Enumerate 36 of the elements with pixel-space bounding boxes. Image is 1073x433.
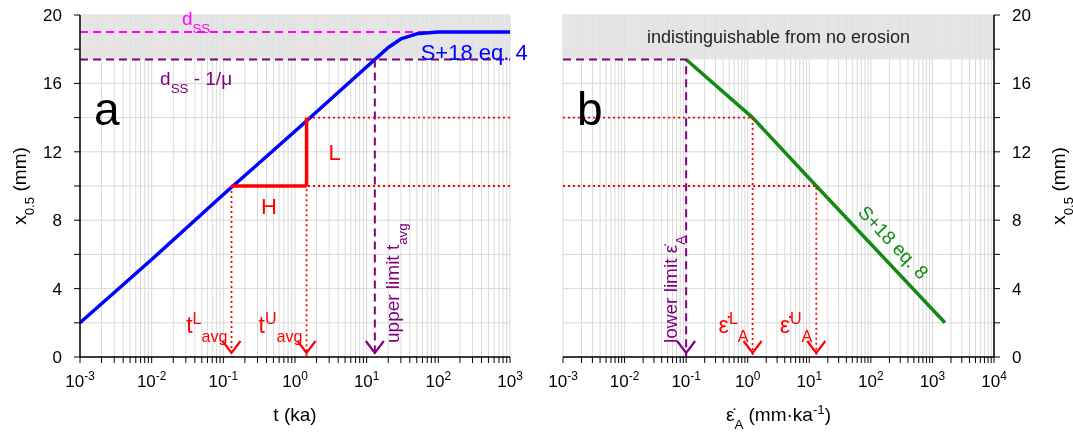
y-tick-label: 20 <box>43 6 62 25</box>
annotation: a <box>94 83 120 135</box>
series-label: H <box>261 194 277 219</box>
x-tick-label: 10$^{-3}$ <box>548 369 579 391</box>
x-tick-label: 10$^{1}$ <box>353 369 380 391</box>
x-tick-label: 10$^{-1}$ <box>671 369 702 391</box>
y2-tick-label: 16 <box>1012 74 1031 94</box>
series-label: S+18 eq. 4 <box>420 40 528 66</box>
x-axis-title: t (ka) <box>273 404 317 425</box>
x-tick-label: 10$^{-3}$ <box>65 369 96 391</box>
y2-tick-label: 20 <box>1012 6 1031 25</box>
ref-line-label: d$_{SS}$ - 1/μ <box>160 68 233 96</box>
y2-tick-label: 4 <box>1012 279 1022 299</box>
y-tick-label: 16 <box>43 74 62 94</box>
x-axis-title: ε̇$_{A}$ (mm·ka$^{-1}$) <box>725 401 832 432</box>
x-tick-label: 10$^{-2}$ <box>609 369 640 391</box>
y-tick-label: 12 <box>43 142 62 162</box>
x-tick-label: 10$^{2}$ <box>858 369 885 391</box>
x-tick-label: 10$^{1}$ <box>796 369 823 391</box>
x-tick-label: 10$^{3}$ <box>919 369 946 391</box>
y-tick-label: 8 <box>52 211 62 231</box>
y-tick-label: 4 <box>52 279 62 299</box>
annotation: b <box>577 83 603 135</box>
y2-tick-label: 0 <box>1012 348 1022 367</box>
y2-tick-label: 12 <box>1012 142 1031 162</box>
x-tick-label: 10$^{-1}$ <box>208 369 239 391</box>
series-label: L <box>328 139 341 165</box>
x-tick-label: 10$^{-2}$ <box>136 369 167 391</box>
x-tick-label: 10$^{4}$ <box>981 369 1008 391</box>
band-label: indistinguishable from no erosion <box>646 27 911 48</box>
x-tick-label: 10$^{2}$ <box>425 369 452 391</box>
x-tick-label: 10$^{3}$ <box>497 369 524 391</box>
x-tick-label: 10$^{0}$ <box>282 369 309 391</box>
y2-tick-label: 8 <box>1012 211 1022 231</box>
x-tick-label: 10$^{0}$ <box>734 369 761 391</box>
y-tick-label: 0 <box>52 348 62 367</box>
